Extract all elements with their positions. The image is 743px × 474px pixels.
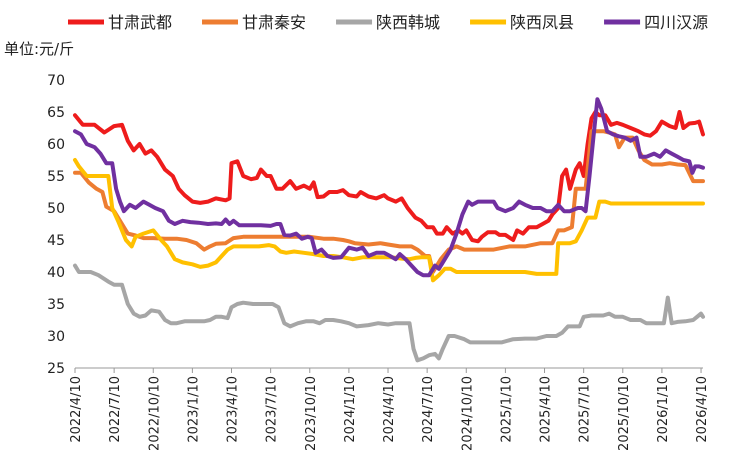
y-tick-label: 25 xyxy=(47,361,65,377)
x-tick-label: 2025/4/10 xyxy=(539,376,554,443)
x-tick-label: 2023/10/10 xyxy=(304,376,319,451)
legend-label: 陕西韩城 xyxy=(376,13,440,32)
series-line xyxy=(73,158,705,283)
legend: 甘肃武都 甘肃秦安 陕西韩城 陕西凤县 四川汉源 xyxy=(68,13,708,32)
x-tick-label: 2026/4/10 xyxy=(695,376,710,443)
y-tick-label: 60 xyxy=(47,137,65,153)
x-tick-label: 2024/7/10 xyxy=(421,376,436,443)
y-tick-label: 65 xyxy=(47,105,65,121)
x-tick-label: 2023/7/10 xyxy=(265,376,280,443)
series-line xyxy=(73,263,705,363)
x-tick-label: 2022/4/10 xyxy=(69,376,84,443)
x-tick-label: 2024/10/10 xyxy=(460,376,475,451)
x-tick-label: 2024/4/10 xyxy=(382,376,397,443)
x-tick-label: 2025/1/10 xyxy=(499,376,514,443)
y-axis: 25 30 35 40 45 50 55 60 65 70 xyxy=(47,73,65,377)
legend-label: 陕西凤县 xyxy=(510,13,574,32)
x-tick-label: 2023/1/10 xyxy=(186,376,201,443)
x-tick-label: 2023/4/10 xyxy=(226,376,241,443)
y-axis-unit-label: 单位:元/斤 xyxy=(4,40,74,58)
y-tick-label: 30 xyxy=(47,329,65,345)
legend-label: 甘肃武都 xyxy=(108,13,172,32)
x-tick-label: 2022/10/10 xyxy=(147,376,162,451)
y-tick-label: 50 xyxy=(47,201,65,217)
legend-label: 甘肃秦安 xyxy=(242,13,306,32)
x-tick-label: 2022/7/10 xyxy=(108,376,123,443)
y-tick-label: 35 xyxy=(47,297,65,313)
x-axis: 2022/4/10 2022/7/10 2022/10/10 2023/1/10 202… xyxy=(69,367,710,451)
y-tick-label: 70 xyxy=(47,73,65,89)
legend-label: 四川汉源 xyxy=(644,13,708,32)
series-line xyxy=(73,97,705,278)
x-tick-label: 2025/7/10 xyxy=(578,376,593,443)
x-tick-label: 2024/1/10 xyxy=(343,376,358,443)
y-tick-label: 45 xyxy=(47,233,65,249)
x-tick-label: 2026/1/10 xyxy=(656,376,671,443)
y-tick-label: 40 xyxy=(47,265,65,281)
series-lines xyxy=(73,97,705,363)
y-tick-label: 55 xyxy=(47,169,65,185)
x-tick-label: 2025/10/10 xyxy=(617,376,632,451)
